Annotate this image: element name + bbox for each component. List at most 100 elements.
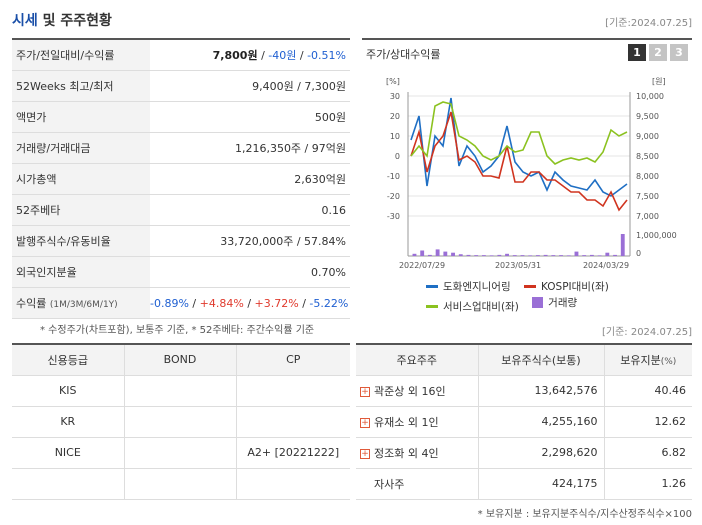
- credit-header: 신용등급: [12, 344, 125, 376]
- quote-value: 500원: [314, 111, 346, 124]
- volume-bar: [505, 253, 509, 256]
- table-cell: [124, 437, 237, 469]
- holders-header: 보유지분(%): [604, 344, 692, 376]
- expand-icon[interactable]: +: [360, 448, 370, 459]
- table-cell: [124, 406, 237, 438]
- x-tick-label: 2023/05/31: [495, 261, 541, 270]
- quote-label: 거래량/거래대금: [12, 133, 150, 163]
- volume-bar: [435, 249, 440, 256]
- holder-pct: 1.26: [604, 468, 692, 500]
- volume-bar: [543, 254, 548, 256]
- holder-shares: 4,255,160: [478, 406, 605, 438]
- volume-bar: [589, 254, 594, 256]
- left-tick-label: 20: [390, 112, 400, 121]
- right-tick-label: 10,000: [636, 92, 664, 101]
- volume-bar: [620, 234, 625, 256]
- volume-bar: [528, 255, 533, 256]
- volume-bar: [574, 251, 579, 256]
- chart-title: 주가/상대수익률: [366, 48, 441, 61]
- quote-footnote: * 수정주가(차트포함), 보통주 기준, * 52주베타: 주간수익률 기준: [40, 325, 315, 336]
- expand-icon[interactable]: +: [360, 386, 370, 397]
- legend-item-volume: 거래량: [532, 294, 577, 310]
- quote-value: 9,400원 / 7,300원: [252, 80, 346, 93]
- volume-bar: [497, 254, 502, 256]
- holder-name[interactable]: + 유재소 외 1인: [356, 406, 479, 438]
- quote-row-52weeks: 52Weeks 최고/최저 9,400원 / 7,300원: [12, 71, 350, 102]
- holder-pct: 12.62: [604, 406, 692, 438]
- right-tick-label: 7,000: [636, 212, 659, 221]
- quote-value: 1,216,350주 / 97억원: [234, 142, 346, 155]
- holder-shares: 2,298,620: [478, 437, 605, 469]
- quote-value: 2,630억원: [294, 173, 346, 186]
- table-cell: KR: [12, 406, 125, 438]
- table-cell: [236, 406, 350, 438]
- table-cell: [236, 375, 350, 407]
- holder-pct: 6.82: [604, 437, 692, 469]
- chart-tabs: 1 2 3: [628, 44, 688, 61]
- volume-bar: [481, 255, 486, 256]
- volume-bar: [605, 252, 610, 256]
- quote-label: 발행주식수/유동비율: [12, 226, 150, 256]
- table-row: NICE A2+ [20221222]: [12, 437, 350, 469]
- legend-item-company: 도화엔지니어링: [426, 278, 511, 294]
- quote-row-returns: 수익률 (1M/3M/6M/1Y) -0.89% / +4.84% / +3.7…: [12, 288, 350, 319]
- left-axis-unit: [%]: [386, 77, 400, 86]
- quote-row-foreign: 외국인지분율 0.70%: [12, 257, 350, 288]
- right-tick-label: 9,000: [636, 132, 659, 141]
- volume-bar: [427, 254, 432, 256]
- quote-row-volume: 거래량/거래대금 1,216,350주 / 97억원: [12, 133, 350, 164]
- volume-bar: [566, 255, 571, 256]
- chart-tab-2[interactable]: 2: [649, 44, 667, 61]
- holder-name[interactable]: + 곽준상 외 16인: [356, 375, 479, 407]
- table-row: + 유재소 외 1인 4,255,160 12.62: [356, 406, 692, 438]
- quote-label: 52주베타: [12, 195, 150, 225]
- quote-value: 7,800원 / -40원 / -0.51%: [212, 49, 346, 62]
- chart-tab-1[interactable]: 1: [628, 44, 646, 61]
- quote-row-price: 주가/전일대비/수익률 7,800원 / -40원 / -0.51%: [12, 40, 350, 71]
- holder-shares: 13,642,576: [478, 375, 605, 407]
- shareholders-table: 주요주주 보유주식수(보통) 보유지분(%) + 곽준상 외 16인 13,642…: [356, 343, 692, 500]
- table-row: [12, 468, 350, 500]
- holder-name[interactable]: + 정조화 외 4인: [356, 437, 479, 469]
- quote-row-beta: 52주베타 0.16: [12, 195, 350, 226]
- table-cell: [236, 468, 350, 500]
- right-tick-label: 7,500: [636, 192, 659, 201]
- volume-bar: [474, 255, 479, 256]
- table-cell: [12, 468, 125, 500]
- quote-label: 시가총액: [12, 164, 150, 194]
- quote-label: 주가/전일대비/수익률: [12, 40, 150, 70]
- left-tick-label: -20: [387, 192, 400, 201]
- left-tick-label: -10: [387, 172, 400, 181]
- quote-row-shares: 발행주식수/유동비율 33,720,000주 / 57.84%: [12, 226, 350, 257]
- table-cell: [124, 375, 237, 407]
- left-tick-label: 0: [395, 152, 400, 161]
- holders-header: 보유주식수(보통): [478, 344, 605, 376]
- quote-label: 수익률 (1M/3M/6M/1Y): [12, 288, 150, 318]
- chart-tab-3[interactable]: 3: [670, 44, 688, 61]
- volume-bar: [466, 254, 471, 256]
- legend-item-service: 서비스업대비(좌): [426, 298, 519, 314]
- legend-swatch: [532, 296, 544, 308]
- chart-legend: 도화엔지니어링 KOSPI대비(좌) 서비스업대비(좌) 거래량: [426, 278, 676, 314]
- volume-bar: [489, 255, 494, 256]
- volume-bar: [559, 255, 563, 256]
- expand-icon[interactable]: +: [360, 417, 370, 428]
- table-cell: A2+ [20221222]: [236, 437, 350, 469]
- quote-value: 33,720,000주 / 57.84%: [220, 235, 346, 248]
- quote-label: 외국인지분율: [12, 257, 150, 287]
- volume-bar: [458, 254, 463, 256]
- table-cell: [124, 468, 237, 500]
- credit-header: BOND: [124, 344, 237, 376]
- series-line-1: [410, 111, 628, 212]
- left-tick-label: 10: [390, 132, 400, 141]
- volume-bar: [520, 255, 525, 256]
- holder-pct: 40.46: [604, 375, 692, 407]
- volume-bar: [420, 250, 425, 256]
- right-tick-label: 8,000: [636, 172, 659, 181]
- right-axis-unit: [원]: [652, 77, 666, 86]
- quote-value: 0.70%: [311, 266, 346, 279]
- credit-rating-table: 신용등급 BOND CP KIS KR NICE A2+ [20221222]: [12, 343, 350, 500]
- right-tick-label: 9,500: [636, 112, 659, 121]
- table-row: + 곽준상 외 16인 13,642,576 40.46: [356, 375, 692, 407]
- holders-header: 주요주주: [356, 344, 479, 376]
